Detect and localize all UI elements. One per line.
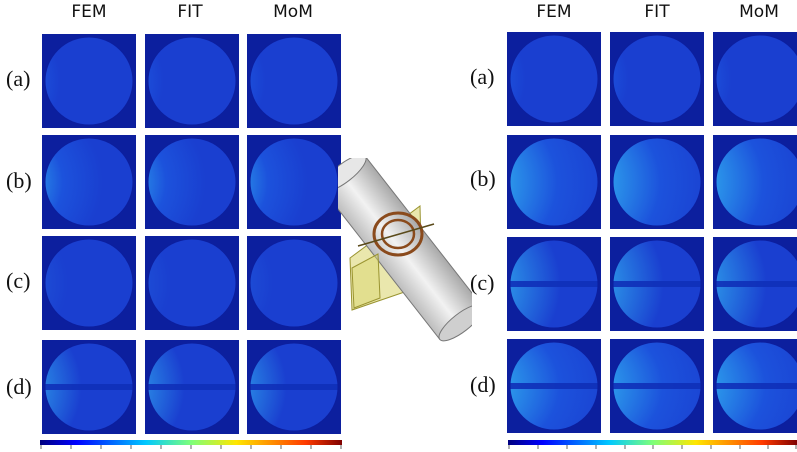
cut-plane-front xyxy=(351,253,381,309)
left-tile-b-fit xyxy=(145,135,239,229)
right-tile-b-fem xyxy=(507,135,601,229)
cylinder xyxy=(338,158,472,342)
right-col-header-fit: FIT xyxy=(644,2,670,22)
left-tile-d-fem xyxy=(42,340,136,434)
coil-outer-ring xyxy=(372,211,424,257)
right-tile-d-fit xyxy=(610,339,704,433)
right-colorbar xyxy=(508,440,797,450)
right-row-label-b: (b) xyxy=(470,166,496,191)
left-tile-d-fit xyxy=(145,340,239,434)
plane-edge-line xyxy=(357,223,435,247)
left-col-header-fit: FIT xyxy=(177,2,203,22)
left-row-label-c: (c) xyxy=(6,268,31,293)
left-row-label-b: (b) xyxy=(6,168,32,193)
right-tile-a-fit xyxy=(610,32,704,126)
right-tile-c-fit xyxy=(610,237,704,331)
cylinder-with-coil-icon xyxy=(338,158,472,342)
right-tile-c-fem xyxy=(507,237,601,331)
right-tile-c-mom xyxy=(713,237,797,331)
left-tile-b-fem xyxy=(42,135,136,229)
right-row-label-a: (a) xyxy=(470,64,495,89)
right-col-header-mom: MoM xyxy=(739,2,779,22)
left-tile-c-fem xyxy=(42,236,136,330)
left-tile-b-mom xyxy=(247,135,341,229)
right-col-header-fem: FEM xyxy=(536,2,572,22)
right-tile-d-mom xyxy=(713,339,797,433)
left-colorbar xyxy=(40,440,342,450)
left-row-label-a: (a) xyxy=(6,66,31,91)
right-tile-a-fem xyxy=(507,32,601,126)
right-tile-b-mom xyxy=(713,135,797,229)
left-tile-a-fem xyxy=(42,34,136,128)
left-tile-a-fit xyxy=(145,34,239,128)
left-row-label-d: (d) xyxy=(6,374,32,399)
right-tile-b-fit xyxy=(610,135,704,229)
left-col-header-fem: FEM xyxy=(71,2,107,22)
right-row-label-c: (c) xyxy=(470,270,495,295)
left-tile-a-mom xyxy=(247,34,341,128)
left-col-header-mom: MoM xyxy=(273,2,313,22)
right-tile-a-mom xyxy=(713,32,797,126)
right-tile-d-fem xyxy=(507,339,601,433)
left-tile-c-mom xyxy=(247,236,341,330)
left-tile-d-mom xyxy=(247,340,341,434)
coil-inner-ring xyxy=(380,218,416,250)
right-row-label-d: (d) xyxy=(470,372,496,397)
left-tile-c-fit xyxy=(145,236,239,330)
